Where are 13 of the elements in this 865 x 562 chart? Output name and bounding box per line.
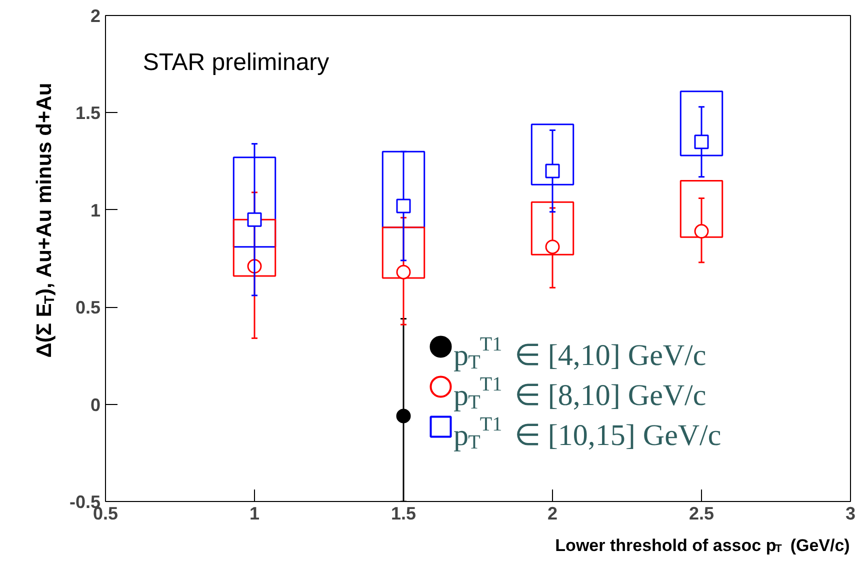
x-tick-label: 3 xyxy=(845,504,856,524)
x-tick-label: 1 xyxy=(249,504,260,524)
y-axis-title: Δ(Σ ET), Au+Au minus d+Au xyxy=(33,82,58,358)
y-tick-label: 0.5 xyxy=(75,298,101,318)
y-tick-label: 1 xyxy=(90,200,101,220)
x-tick-label: 1.5 xyxy=(390,504,416,524)
x-tick-label: 2 xyxy=(547,504,558,524)
x-axis-title: Lower threshold of assoc pT (GeV/c) xyxy=(555,536,850,556)
y-tick-label: 2 xyxy=(90,6,101,26)
annotation: STAR preliminary xyxy=(142,49,330,76)
y-tick-label: 1.5 xyxy=(75,103,101,124)
x-tick-label: 2.5 xyxy=(688,504,714,524)
y-tick-label: 0 xyxy=(90,394,101,415)
